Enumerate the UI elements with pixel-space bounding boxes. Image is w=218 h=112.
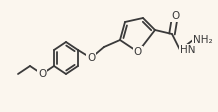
Text: NH₂: NH₂	[193, 35, 213, 45]
Text: O: O	[134, 47, 142, 57]
Text: O: O	[171, 11, 179, 21]
Text: O: O	[38, 69, 46, 79]
Text: HN: HN	[180, 45, 196, 55]
Text: O: O	[87, 53, 95, 63]
